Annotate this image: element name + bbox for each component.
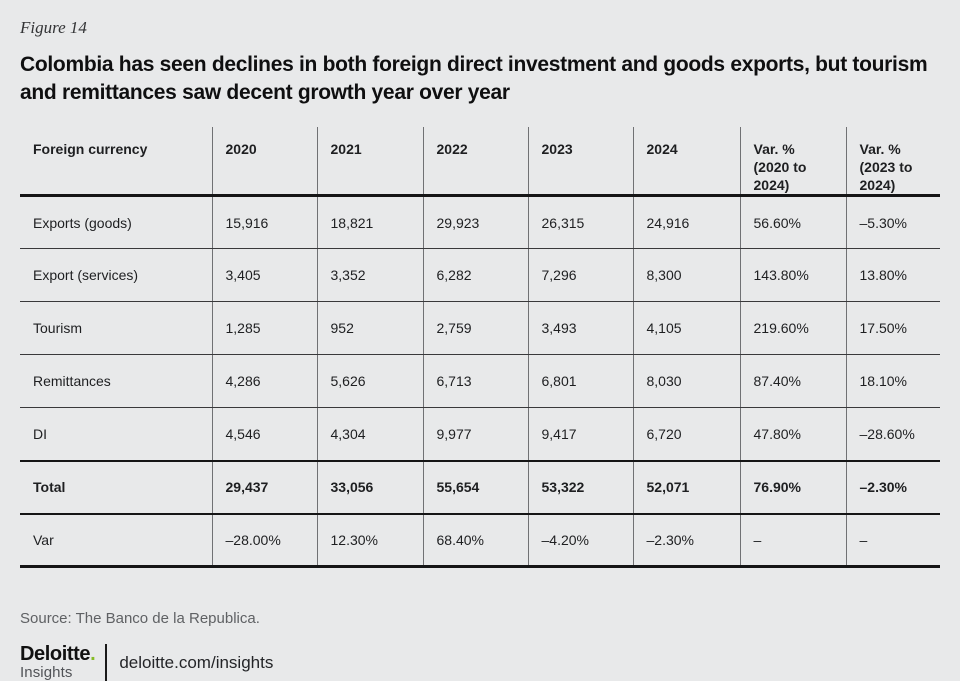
table-cell: –	[739, 513, 846, 568]
column-header-2021: 2021	[316, 127, 423, 197]
row-label: Tourism	[20, 301, 212, 355]
table-cell: 4,286	[211, 354, 317, 408]
table-cell: 3,405	[211, 248, 317, 302]
table-cell: 55,654	[422, 460, 528, 515]
table-cell: 18.10%	[845, 354, 940, 408]
deloitte-insights-logo: Deloitte. Insights	[20, 643, 96, 681]
table-row-total: Total 29,437 33,056 55,654 53,322 52,071…	[20, 460, 940, 515]
row-label: Export (services)	[20, 248, 212, 302]
table-cell: 5,626	[316, 354, 423, 408]
figure-label: Figure 14	[20, 18, 87, 37]
table-cell: 26,315	[527, 195, 633, 249]
table-cell: 6,713	[422, 354, 528, 408]
footer-divider	[105, 644, 108, 681]
column-header-var-2020-2024: Var. % (2020 to 2024)	[739, 127, 846, 197]
brand-wordmark: Deloitte	[20, 643, 91, 665]
table-cell: 47.80%	[739, 407, 846, 462]
table-cell: 87.40%	[739, 354, 846, 408]
table-cell: 33,056	[316, 460, 423, 515]
table-cell: 6,282	[422, 248, 528, 302]
table-cell: 6,720	[632, 407, 740, 462]
table-cell: 8,300	[632, 248, 740, 302]
column-header-2022: 2022	[422, 127, 528, 197]
table-cell: 4,546	[211, 407, 317, 462]
table-cell: –28.60%	[845, 407, 940, 462]
table-cell: –28.00%	[211, 513, 317, 568]
table-cell: –2.30%	[632, 513, 740, 568]
table-cell: 9,977	[422, 407, 528, 462]
table-row-tourism: Tourism 1,285 952 2,759 3,493 4,105 219.…	[20, 301, 940, 355]
brand-name: Deloitte.	[20, 643, 96, 665]
table-cell: 12.30%	[316, 513, 423, 568]
table-cell: 143.80%	[739, 248, 846, 302]
table-cell: 7,296	[527, 248, 633, 302]
table-cell: 6,801	[527, 354, 633, 408]
table-cell: 68.40%	[422, 513, 528, 568]
table-row-exports-goods: Exports (goods) 15,916 18,821 29,923 26,…	[20, 195, 940, 249]
table-cell: –2.30%	[845, 460, 940, 515]
table-cell: 9,417	[527, 407, 633, 462]
table-cell: 56.60%	[739, 195, 846, 249]
table-cell: 52,071	[632, 460, 740, 515]
footer-link[interactable]: deloitte.com/insights	[119, 652, 274, 672]
table-cell: 1,285	[211, 301, 317, 355]
table-cell: –	[845, 513, 940, 568]
table-header-row: Foreign currency 2020 2021 2022 2023 202…	[20, 127, 940, 197]
row-label: Remittances	[20, 354, 212, 408]
brand-green-dot: .	[90, 643, 96, 665]
table-row-remittances: Remittances 4,286 5,626 6,713 6,801 8,03…	[20, 354, 940, 408]
brand-sub-label: Insights	[20, 664, 73, 681]
row-label: Exports (goods)	[20, 195, 212, 249]
table-cell: –5.30%	[845, 195, 940, 249]
source-note: Source: The Banco de la Republica.	[20, 610, 260, 627]
table-row-export-services: Export (services) 3,405 3,352 6,282 7,29…	[20, 248, 940, 302]
table-cell: 17.50%	[845, 301, 940, 355]
table-cell: 24,916	[632, 195, 740, 249]
table-cell: 219.60%	[739, 301, 846, 355]
table-row-di: DI 4,546 4,304 9,977 9,417 6,720 47.80% …	[20, 407, 940, 462]
foreign-currency-table: Foreign currency 2020 2021 2022 2023 202…	[20, 127, 940, 568]
column-header-2024: 2024	[632, 127, 740, 197]
table-cell: 76.90%	[739, 460, 846, 515]
row-label: Total	[20, 460, 212, 515]
column-header-2020: 2020	[211, 127, 317, 197]
table-cell: 3,493	[527, 301, 633, 355]
table-cell: –4.20%	[527, 513, 633, 568]
figure-title: Colombia has seen declines in both forei…	[20, 53, 928, 104]
table-cell: 15,916	[211, 195, 317, 249]
table-cell: 8,030	[632, 354, 740, 408]
table-cell: 3,352	[316, 248, 423, 302]
table-cell: 952	[316, 301, 423, 355]
column-header-foreign-currency: Foreign currency	[20, 127, 212, 197]
row-label: DI	[20, 407, 212, 462]
table-cell: 13.80%	[845, 248, 940, 302]
table-cell: 29,923	[422, 195, 528, 249]
table-cell: 4,105	[632, 301, 740, 355]
table-cell: 53,322	[527, 460, 633, 515]
column-header-var-2023-2024: Var. % (2023 to 2024)	[845, 127, 940, 197]
table-row-var: Var –28.00% 12.30% 68.40% –4.20% –2.30% …	[20, 513, 940, 568]
table-cell: 4,304	[316, 407, 423, 462]
row-label: Var	[20, 513, 212, 568]
footer: Deloitte. Insights deloitte.com/insights	[20, 644, 940, 681]
table-cell: 29,437	[211, 460, 317, 515]
table-cell: 2,759	[422, 301, 528, 355]
table-cell: 18,821	[316, 195, 423, 249]
column-header-2023: 2023	[527, 127, 633, 197]
